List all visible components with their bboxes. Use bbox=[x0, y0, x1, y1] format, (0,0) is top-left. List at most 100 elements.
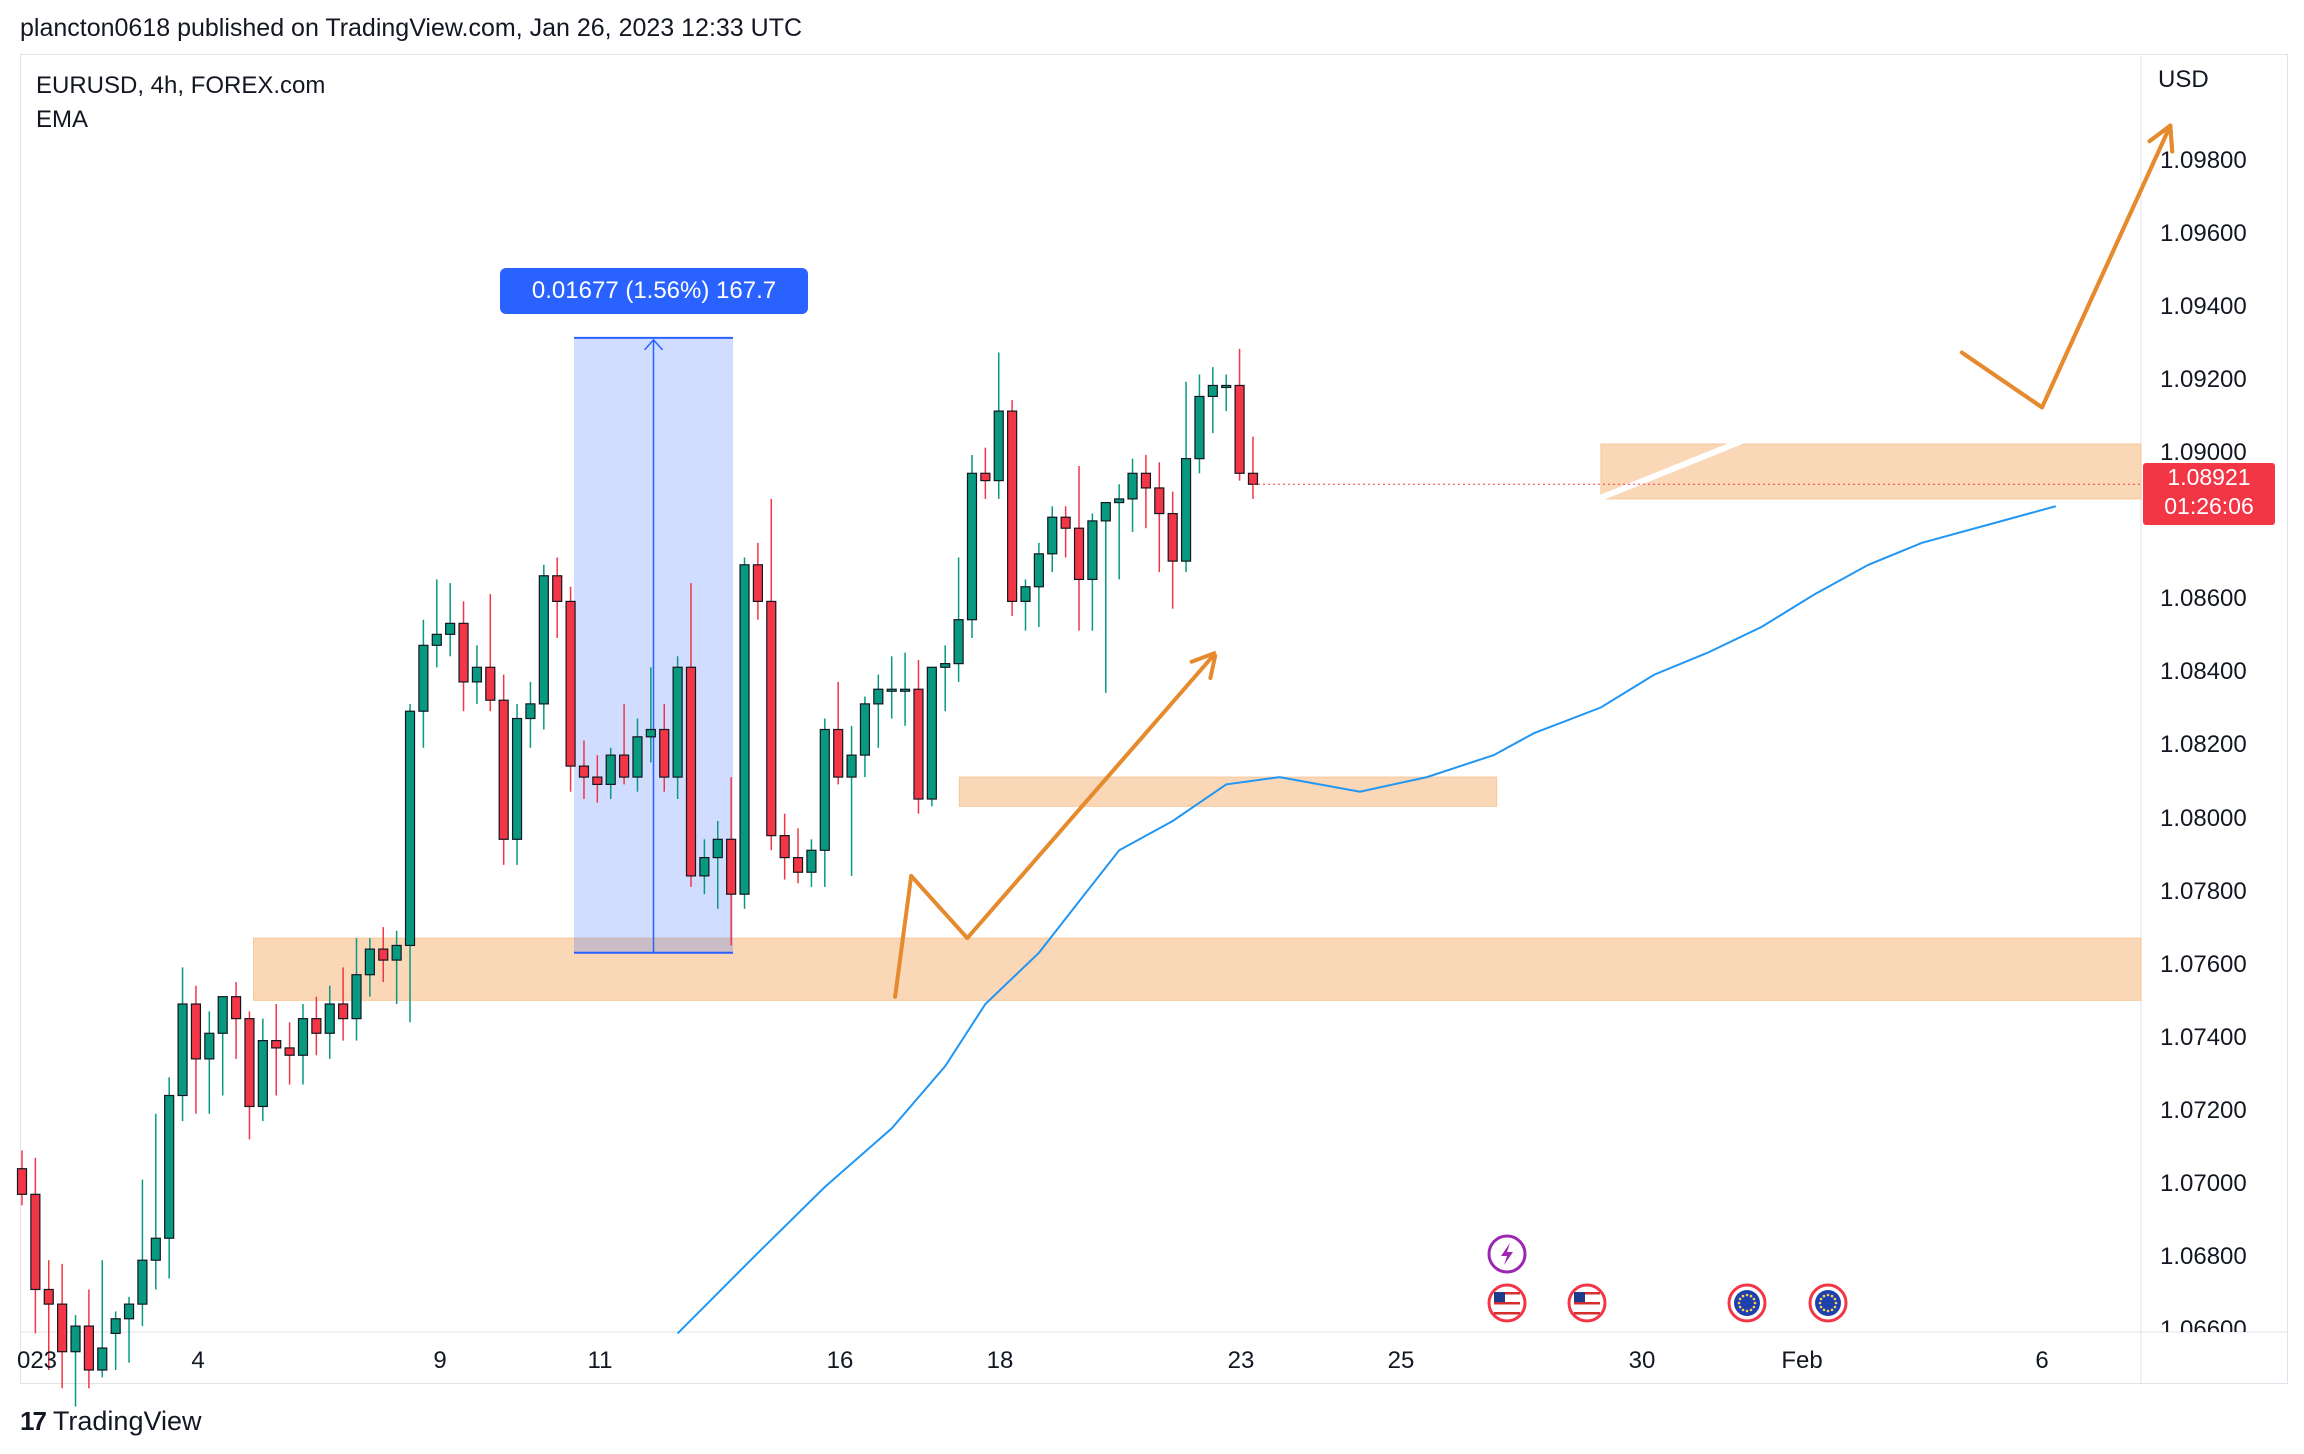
candle-body bbox=[538, 575, 549, 705]
candle-body bbox=[70, 1325, 81, 1353]
candle-body bbox=[244, 1018, 255, 1108]
symbol-legend[interactable]: EURUSD, 4h, FOREX.com bbox=[36, 72, 326, 99]
eu-flag-star bbox=[1826, 1293, 1830, 1297]
candle-body bbox=[859, 703, 871, 756]
us-flag-stripe bbox=[1494, 1297, 1520, 1300]
candle-body bbox=[940, 663, 951, 668]
candle-body bbox=[1154, 487, 1165, 515]
eu-flag-star bbox=[1738, 1305, 1742, 1309]
eu-flag-star bbox=[1822, 1294, 1826, 1298]
eu-flag-star bbox=[1822, 1308, 1826, 1312]
candle-body bbox=[445, 622, 456, 635]
candle-body bbox=[485, 666, 496, 701]
us-flag-stripe bbox=[1494, 1292, 1520, 1295]
us-flag-canton bbox=[1574, 1292, 1585, 1302]
time-label: 25 bbox=[1387, 1347, 1415, 1374]
candle-body bbox=[123, 1303, 135, 1320]
candle-body bbox=[110, 1318, 121, 1335]
us-flag-stripe bbox=[1494, 1302, 1520, 1305]
candle-body bbox=[685, 666, 697, 877]
candle-body bbox=[645, 728, 656, 738]
candle-body bbox=[899, 688, 911, 692]
candle-body bbox=[1221, 384, 1232, 389]
candle-body bbox=[351, 974, 362, 1020]
eu-flag-field bbox=[1734, 1290, 1760, 1316]
support-resistance-zone bbox=[958, 776, 1498, 807]
candle-body bbox=[1114, 498, 1125, 504]
price-label: 1.09200 bbox=[2160, 366, 2247, 393]
price-label: 1.08000 bbox=[2160, 805, 2247, 832]
candle-body bbox=[913, 688, 924, 800]
price-label: 1.08600 bbox=[2160, 585, 2247, 612]
us-flag-stripe bbox=[1574, 1307, 1600, 1310]
candle-body bbox=[1127, 472, 1138, 500]
eu-flag-star bbox=[1830, 1294, 1834, 1298]
candle-body bbox=[926, 666, 937, 800]
eu-flag-star bbox=[1752, 1297, 1756, 1301]
projection-gap-mask bbox=[1214, 349, 1963, 656]
candle-body bbox=[779, 835, 790, 859]
price-label: 1.07200 bbox=[2160, 1097, 2247, 1124]
eu-flag-star bbox=[1753, 1301, 1757, 1305]
price-label: 1.06800 bbox=[2160, 1243, 2247, 1270]
candle-body bbox=[1073, 527, 1085, 581]
candle-body bbox=[659, 728, 670, 778]
time-label: Feb bbox=[1781, 1347, 1823, 1374]
tradingview-logo[interactable]: 17 TradingView bbox=[20, 1406, 202, 1437]
time-label: 18 bbox=[986, 1347, 1014, 1374]
candle-body bbox=[552, 575, 563, 603]
candle-body bbox=[1100, 501, 1111, 522]
candle-body bbox=[578, 765, 590, 778]
candle-body bbox=[404, 710, 416, 947]
eu-flag-star bbox=[1745, 1309, 1749, 1313]
candle-body bbox=[1033, 553, 1044, 588]
price-label: 1.08400 bbox=[2160, 658, 2247, 685]
eu-flag-star bbox=[1745, 1293, 1749, 1297]
candle-body bbox=[846, 754, 857, 778]
time-label: 6 bbox=[2035, 1347, 2049, 1374]
eu-flag-star bbox=[1833, 1297, 1837, 1301]
price-label: 1.08200 bbox=[2160, 731, 2247, 758]
candle-body bbox=[164, 1094, 175, 1239]
published-by-caption: plancton0618 published on TradingView.co… bbox=[20, 14, 803, 42]
current-price-tag[interactable]: 1.08921 01:26:06 bbox=[2143, 463, 2275, 525]
candle-body bbox=[471, 666, 483, 683]
current-price-value: 1.08921 bbox=[2167, 464, 2251, 490]
time-label: 4 bbox=[191, 1347, 205, 1374]
candle-body bbox=[833, 728, 844, 778]
eu-flag-star bbox=[1834, 1301, 1838, 1305]
candle-body bbox=[57, 1303, 68, 1353]
candle-body bbox=[324, 1003, 335, 1034]
candle-body bbox=[806, 849, 817, 873]
measure-label[interactable]: 0.01677 (1.56%) 167.7 bbox=[500, 268, 808, 314]
candle-body bbox=[1167, 512, 1178, 562]
price-label: 1.06600 bbox=[2160, 1316, 2247, 1332]
us-flag-stripe bbox=[1574, 1312, 1600, 1315]
bar-countdown: 01:26:06 bbox=[2164, 493, 2254, 519]
candle-body bbox=[83, 1325, 95, 1371]
eu-flag-star bbox=[1833, 1305, 1837, 1309]
candle-body bbox=[431, 633, 442, 646]
projection-arrow-head bbox=[2147, 123, 2175, 154]
support-resistance-zone bbox=[253, 937, 2142, 1001]
candle-body bbox=[137, 1259, 148, 1305]
time-label: 9 bbox=[433, 1347, 447, 1374]
candle-body bbox=[993, 410, 1004, 482]
currency-label[interactable]: USD bbox=[2158, 66, 2209, 93]
candle-body bbox=[1007, 410, 1018, 602]
candle-body bbox=[618, 754, 630, 778]
candle-body bbox=[391, 944, 402, 961]
us-flag-stripe bbox=[1494, 1307, 1520, 1310]
candle-body bbox=[1047, 516, 1058, 555]
time-label: 11 bbox=[587, 1347, 613, 1374]
time-label: 023 bbox=[16, 1347, 58, 1374]
candle-body bbox=[726, 838, 737, 895]
ema-legend[interactable]: EMA bbox=[36, 106, 89, 133]
candle-body bbox=[204, 1032, 215, 1060]
price-label: 1.07600 bbox=[2160, 951, 2247, 978]
time-label: 30 bbox=[1628, 1347, 1656, 1374]
eu-flag-star bbox=[1819, 1305, 1823, 1309]
us-flag-stripe bbox=[1574, 1297, 1600, 1300]
candle-body bbox=[1087, 520, 1098, 581]
